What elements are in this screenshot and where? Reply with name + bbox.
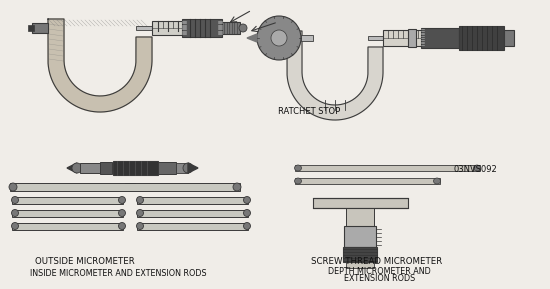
Ellipse shape bbox=[118, 223, 125, 229]
Bar bbox=[368, 36, 383, 40]
Ellipse shape bbox=[9, 183, 17, 191]
Bar bbox=[12, 210, 123, 217]
Ellipse shape bbox=[136, 197, 144, 203]
Ellipse shape bbox=[294, 165, 301, 171]
Bar bbox=[152, 21, 207, 35]
Bar bbox=[295, 178, 440, 184]
Ellipse shape bbox=[244, 223, 250, 229]
Ellipse shape bbox=[118, 210, 125, 216]
Polygon shape bbox=[188, 163, 198, 173]
Bar bbox=[459, 26, 504, 50]
Bar bbox=[137, 197, 248, 204]
Circle shape bbox=[72, 163, 82, 173]
Text: RATCHET STOP: RATCHET STOP bbox=[278, 107, 340, 116]
Bar bbox=[10, 183, 240, 191]
Text: SCREW THREAD MICROMETER: SCREW THREAD MICROMETER bbox=[311, 257, 442, 266]
Text: EXTENSION RODS: EXTENSION RODS bbox=[344, 273, 415, 283]
Bar bbox=[137, 210, 248, 217]
Bar bbox=[346, 208, 374, 226]
Bar bbox=[137, 223, 248, 230]
Ellipse shape bbox=[136, 223, 144, 229]
Bar bbox=[100, 162, 112, 174]
Ellipse shape bbox=[12, 210, 19, 216]
Circle shape bbox=[183, 163, 193, 173]
Bar bbox=[346, 262, 374, 268]
Bar bbox=[313, 198, 408, 208]
Bar bbox=[136, 26, 154, 30]
Bar bbox=[383, 30, 443, 46]
Bar bbox=[295, 165, 480, 171]
Bar bbox=[301, 35, 313, 41]
Circle shape bbox=[239, 24, 247, 32]
Bar bbox=[28, 25, 34, 31]
Bar bbox=[421, 28, 459, 48]
Bar bbox=[158, 162, 176, 174]
Bar bbox=[343, 247, 377, 262]
Bar bbox=[32, 23, 48, 33]
Ellipse shape bbox=[233, 183, 241, 191]
Text: INSIDE MICROMETER AND EXTENSION RODS: INSIDE MICROMETER AND EXTENSION RODS bbox=[30, 268, 207, 278]
Bar bbox=[344, 226, 376, 247]
Circle shape bbox=[271, 30, 287, 46]
Polygon shape bbox=[67, 163, 77, 173]
Ellipse shape bbox=[474, 165, 481, 171]
Text: DEPTH MICROMETER AND: DEPTH MICROMETER AND bbox=[328, 266, 431, 276]
Bar bbox=[408, 29, 416, 47]
Ellipse shape bbox=[12, 223, 19, 229]
Polygon shape bbox=[247, 34, 257, 42]
Text: 03NVS092: 03NVS092 bbox=[454, 164, 498, 174]
Ellipse shape bbox=[294, 178, 301, 184]
Ellipse shape bbox=[433, 178, 441, 184]
Bar bbox=[222, 22, 240, 34]
Bar bbox=[113, 161, 158, 175]
Bar bbox=[12, 197, 123, 204]
Text: OUTSIDE MICROMETER: OUTSIDE MICROMETER bbox=[35, 257, 135, 266]
Circle shape bbox=[257, 16, 301, 60]
Ellipse shape bbox=[118, 197, 125, 203]
Polygon shape bbox=[48, 19, 152, 112]
Ellipse shape bbox=[244, 210, 250, 216]
Bar bbox=[80, 163, 100, 173]
Polygon shape bbox=[287, 31, 383, 120]
Bar bbox=[176, 163, 188, 173]
Ellipse shape bbox=[12, 197, 19, 203]
Bar bbox=[504, 30, 514, 46]
Bar bbox=[12, 223, 123, 230]
Ellipse shape bbox=[136, 210, 144, 216]
Bar bbox=[182, 19, 222, 37]
Ellipse shape bbox=[244, 197, 250, 203]
